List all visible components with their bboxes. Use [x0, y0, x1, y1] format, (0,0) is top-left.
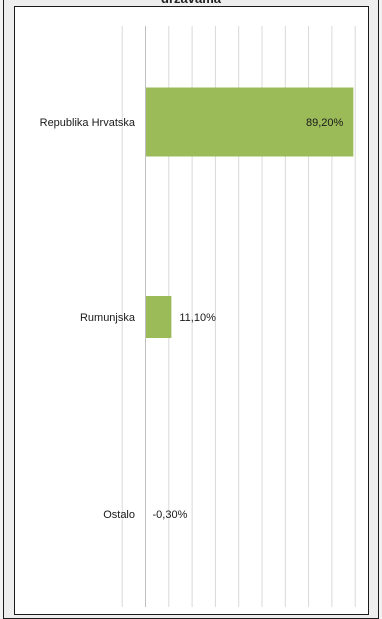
data-label: -0,30% — [153, 509, 188, 521]
bar-rumunjska — [145, 296, 172, 338]
data-label: 89,20% — [306, 117, 344, 129]
category-label: Ostalo — [103, 509, 135, 521]
bar-republika-hrvatska — [145, 87, 354, 157]
chart-title: drzavama — [0, 0, 382, 6]
data-label: 11,10% — [179, 312, 216, 324]
category-label: Rumunjska — [80, 312, 136, 324]
category-label: Republika Hrvatska — [40, 117, 136, 129]
